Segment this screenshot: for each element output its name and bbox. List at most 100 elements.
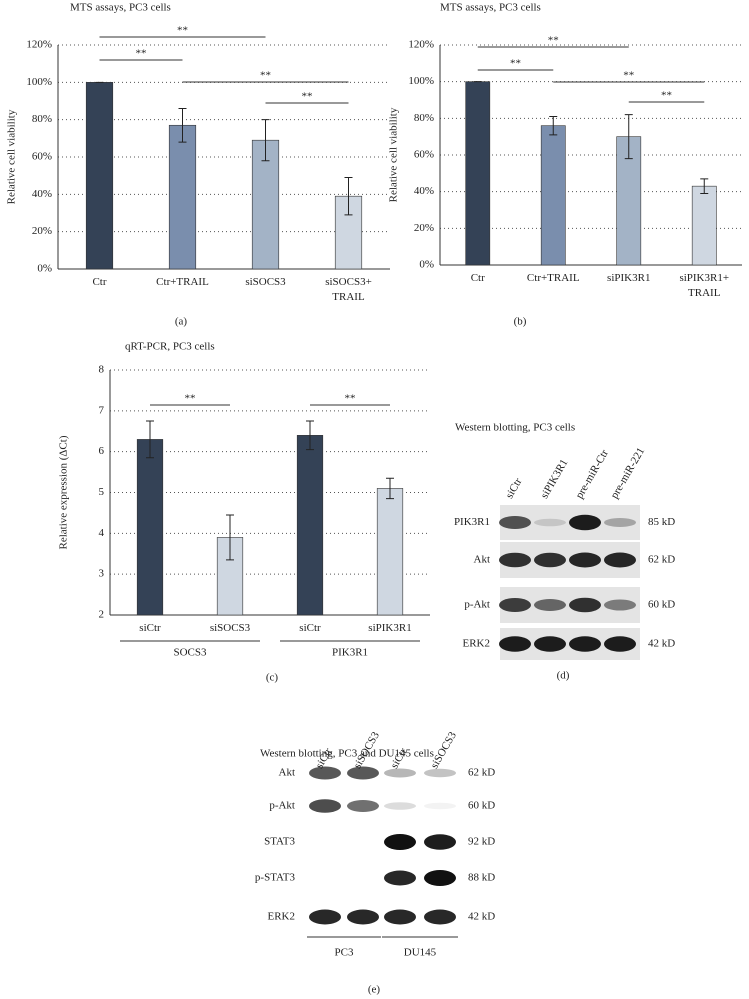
error-bar — [306, 420, 314, 451]
x-tick-label: siSOCS3+ TRAIL — [325, 276, 372, 303]
blot-band — [384, 909, 416, 925]
blot-band — [499, 598, 531, 612]
y-tick-label: 0% — [419, 259, 434, 271]
x-tick-label: Ctr — [92, 276, 107, 288]
panel-label: (d) — [557, 670, 570, 682]
y-tick-label: 4 — [99, 527, 105, 539]
panel-label: (e) — [368, 984, 381, 996]
blot-band — [534, 552, 566, 568]
x-tick-label: Ctr+TRAIL — [156, 276, 209, 288]
size-label: 60 kD — [468, 800, 495, 812]
size-label: 62 kD — [648, 554, 675, 566]
bar — [691, 185, 717, 266]
significance-label: ** — [623, 70, 634, 82]
panel-label: (c) — [266, 672, 279, 684]
size-label: 85 kD — [648, 516, 675, 528]
error-bar — [344, 177, 353, 216]
blot-band — [569, 552, 601, 568]
bar — [540, 125, 566, 266]
lane-label: siPIK3R1 — [538, 457, 570, 501]
y-tick-label: 3 — [99, 568, 105, 580]
lane-label: siCtr — [503, 476, 524, 501]
blot-band — [569, 597, 601, 613]
y-tick-label: 0% — [37, 263, 52, 275]
blot-title: Western blotting, PC3 and DU145 cells — [260, 748, 434, 760]
group-label: PC3 — [335, 947, 354, 959]
significance-label: ** — [177, 25, 188, 37]
group-label: DU145 — [404, 947, 437, 959]
protein-label: ERK2 — [463, 638, 491, 650]
group-label: PIK3R1 — [332, 647, 368, 659]
y-axis-label: Relative cell viability — [6, 109, 18, 204]
error-bar — [549, 116, 558, 136]
x-tick-label: siPIK3R1 — [607, 272, 651, 284]
x-tick-label: Ctr+TRAIL — [526, 272, 580, 284]
significance-label: ** — [548, 35, 559, 47]
error-bar — [624, 114, 633, 160]
significance-label: ** — [345, 393, 356, 405]
error-bar — [700, 178, 709, 194]
y-tick-label: 80% — [414, 112, 434, 124]
blot-band — [499, 516, 531, 529]
protein-label: p-Akt — [269, 800, 295, 812]
y-tick-label: 8 — [99, 364, 105, 376]
y-tick-label: 100% — [26, 76, 52, 88]
y-tick-label: 20% — [414, 222, 434, 234]
blot-band — [604, 518, 636, 527]
bar — [85, 82, 114, 270]
blot-band — [499, 636, 531, 652]
y-tick-label: 2 — [99, 609, 105, 621]
protein-label: STAT3 — [264, 836, 295, 848]
x-tick-label: siCtr — [299, 622, 321, 634]
y-tick-label: 40% — [32, 188, 52, 200]
y-tick-label: 6 — [99, 445, 105, 457]
significance-label: ** — [136, 48, 147, 60]
chart-title: MTS assays, PC3 cells — [70, 2, 171, 14]
y-tick-label: 80% — [32, 113, 52, 125]
blot-band — [424, 802, 456, 810]
protein-label: Akt — [279, 767, 296, 779]
y-tick-label: 7 — [99, 404, 105, 416]
y-tick-label: 40% — [414, 185, 434, 197]
significance-label: ** — [510, 58, 521, 70]
chart-title: MTS assays, PC3 cells — [440, 2, 541, 14]
blot-band — [347, 909, 379, 925]
blot-band — [424, 768, 456, 778]
size-label: 42 kD — [648, 638, 675, 650]
y-tick-label: 100% — [408, 75, 434, 87]
protein-label: p-Akt — [464, 599, 490, 611]
y-tick-label: 120% — [408, 39, 434, 51]
error-bar — [226, 514, 234, 561]
y-axis-label: Relative cell viability — [388, 107, 400, 202]
blot-band — [384, 834, 416, 850]
blot-title: Western blotting, PC3 cells — [455, 422, 575, 434]
x-tick-label: siCtr — [139, 622, 161, 634]
y-tick-label: 5 — [99, 486, 105, 498]
panel-label: (b) — [514, 316, 527, 328]
lane-label: pre-miR-Ctr — [573, 447, 611, 500]
protein-label: PIK3R1 — [454, 516, 490, 528]
blot-band — [424, 909, 456, 925]
y-tick-label: 60% — [32, 151, 52, 163]
bar — [168, 124, 197, 270]
blot-band — [569, 514, 601, 531]
blot-band — [424, 870, 456, 886]
size-label: 88 kD — [468, 872, 495, 884]
blot-band — [534, 599, 566, 611]
y-axis-label: Relative expression (ΔCt) — [58, 435, 70, 549]
blot-band — [347, 766, 379, 780]
error-bar — [146, 420, 154, 459]
x-tick-label: siSOCS3 — [209, 622, 251, 634]
error-bar — [386, 477, 394, 500]
blot-band — [384, 870, 416, 886]
chart-title: qRT-PCR, PC3 cells — [125, 341, 215, 353]
significance-label: ** — [185, 393, 196, 405]
y-tick-label: 120% — [26, 39, 52, 51]
blot-band — [347, 800, 379, 812]
protein-label: p-STAT3 — [255, 872, 296, 884]
lane-label: pre-miR-221 — [608, 446, 647, 501]
size-label: 92 kD — [468, 836, 495, 848]
size-label: 60 kD — [648, 599, 675, 611]
